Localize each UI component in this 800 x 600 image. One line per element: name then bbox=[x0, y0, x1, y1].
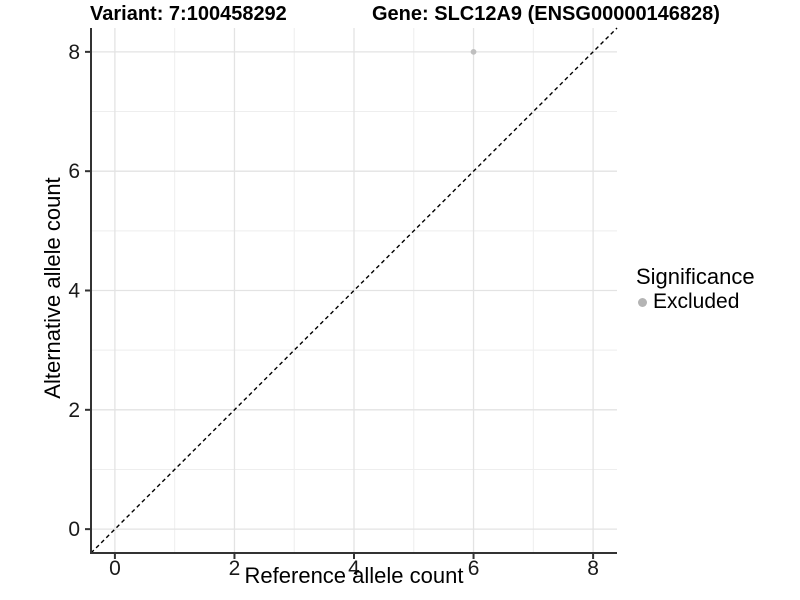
x-tick-label: 6 bbox=[468, 557, 480, 580]
data-point bbox=[470, 48, 477, 55]
plot-title-variant: Variant: 7:100458292 bbox=[90, 3, 287, 25]
x-tick-label: 2 bbox=[229, 557, 241, 580]
y-tick-label: 2 bbox=[68, 399, 80, 422]
identity-line bbox=[90, 27, 618, 554]
legend-item-excluded: Excluded bbox=[636, 290, 755, 314]
y-tick-label: 0 bbox=[68, 518, 80, 541]
y-tick-label: 6 bbox=[68, 160, 80, 183]
y-axis-title: Alternative allele count bbox=[40, 177, 65, 399]
y-tick-label: 4 bbox=[68, 280, 80, 303]
plot-title-gene: Gene: SLC12A9 (ENSG00000146828) bbox=[372, 3, 720, 25]
x-axis-title: Reference allele count bbox=[244, 563, 464, 588]
legend-title: Significance bbox=[636, 264, 755, 289]
x-tick-label: 8 bbox=[587, 557, 599, 580]
legend-point-icon bbox=[638, 297, 647, 307]
legend-item-label: Excluded bbox=[653, 290, 740, 313]
x-tick-label: 4 bbox=[348, 557, 360, 580]
legend: Significance Excluded bbox=[636, 264, 755, 314]
y-tick-label: 8 bbox=[68, 41, 80, 64]
x-tick-label: 0 bbox=[109, 557, 121, 580]
